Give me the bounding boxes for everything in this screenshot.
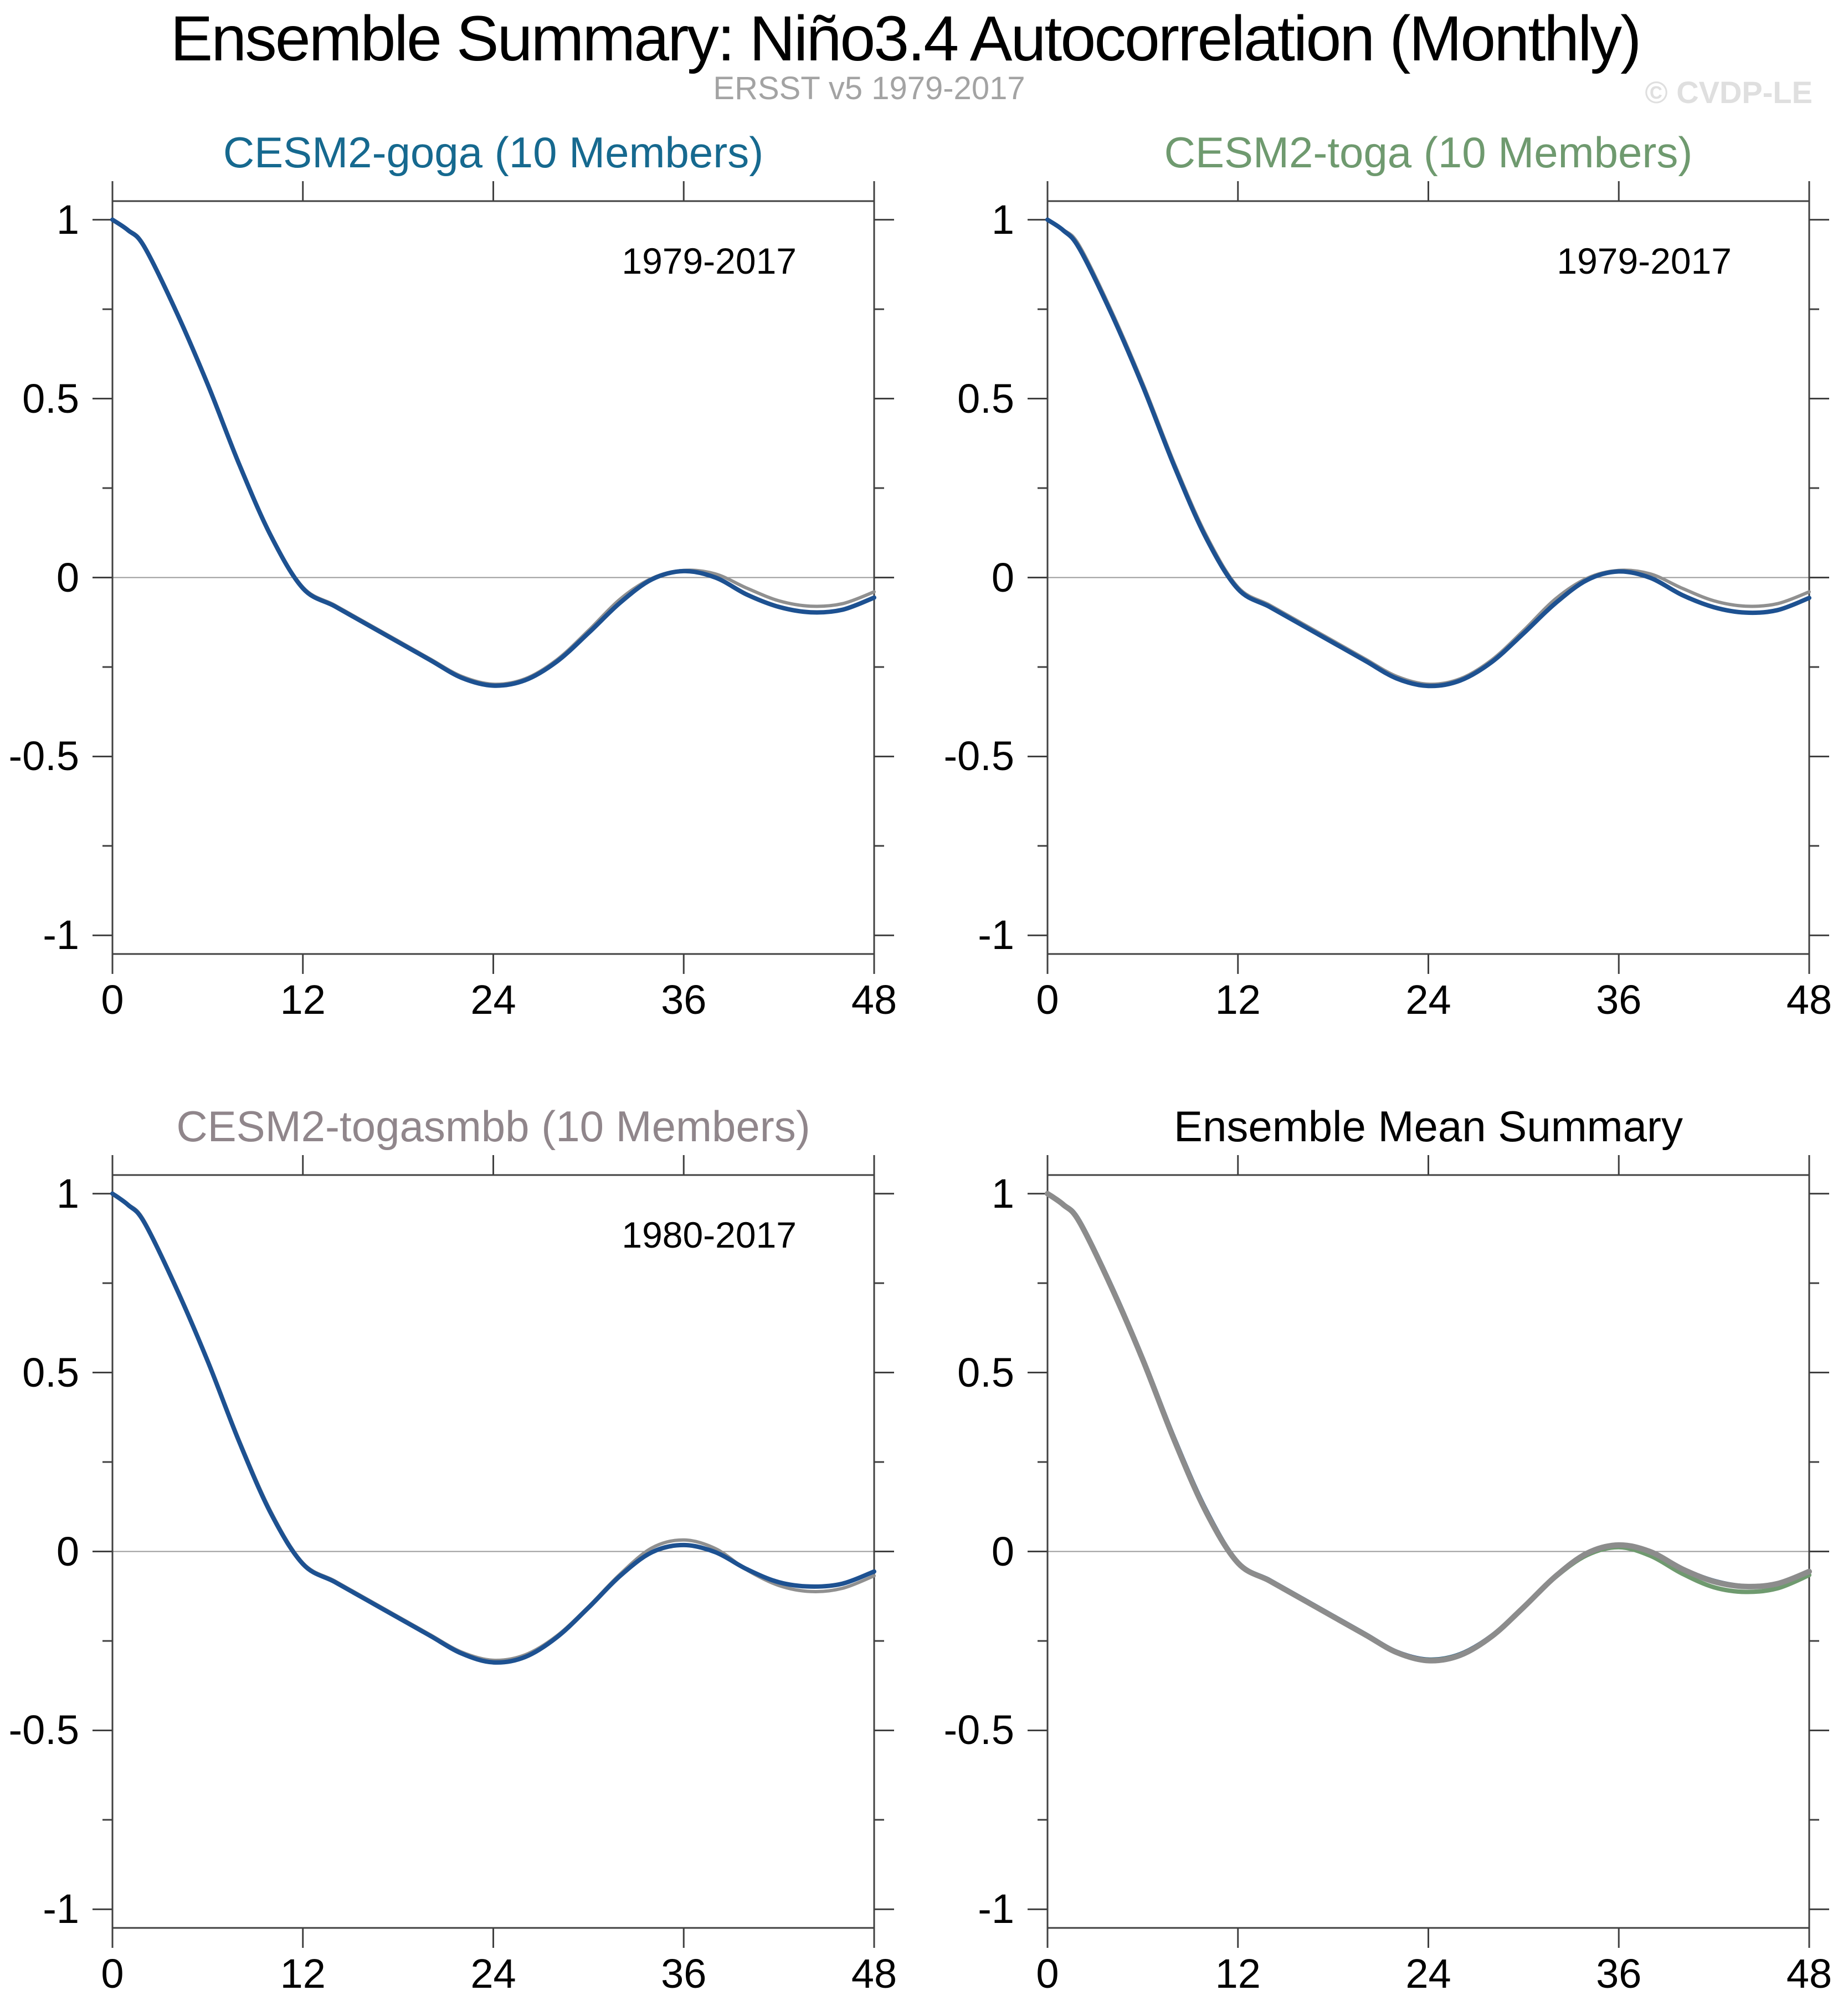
y-tick-label: 0 — [991, 554, 1014, 601]
panel-cesm2-goga: CESM2-goga (10 Members) 1979-2017 1 0.5 0-… — [8, 128, 897, 1020]
x-tick-label: 24 — [1405, 977, 1451, 1023]
y-tick-label: -0.5 — [8, 1707, 79, 1753]
y-tick-label: 1 — [56, 1170, 79, 1217]
page-title: Ensemble Summary: Niño3.4 Autocorrelatio… — [170, 3, 1642, 74]
curve-ersst-v5-observations — [111, 218, 876, 686]
x-tick-label: 0 — [101, 1951, 124, 1997]
x-tick-label: 48 — [1786, 1951, 1832, 1997]
period-label: 1980-2017 — [622, 1214, 797, 1255]
y-tick-label: 1 — [991, 1170, 1014, 1217]
curve-cesm2-goga — [1045, 1191, 1811, 1662]
curve-cesm2-goga-ensemble-mean — [110, 217, 876, 688]
y-tick-label: 1 — [991, 196, 1014, 243]
plot-area — [93, 181, 894, 974]
y-tick-label: -0.5 — [8, 733, 79, 779]
panel-cesm2-togasmbb: CESM2-togasmbb (10 Members) 1980-2017 1 0… — [8, 1102, 897, 1994]
x-tick-label: 12 — [280, 977, 326, 1023]
x-tick-label: 12 — [1215, 1951, 1261, 1997]
x-tick-label: 36 — [1596, 977, 1642, 1023]
curve-cesm2-togasmbb — [1045, 1191, 1812, 1664]
curve-cesm2-toga — [1045, 1191, 1811, 1663]
x-tick-label: 0 — [1036, 1951, 1059, 1997]
x-tick-label: 36 — [661, 977, 707, 1023]
x-tick-label: 48 — [851, 1951, 897, 1997]
x-tick-label: 48 — [1786, 977, 1832, 1023]
period-label: 1979-2017 — [1557, 240, 1732, 281]
curve-ersst-v5-observations — [1046, 218, 1811, 686]
y-tick-label: -1 — [978, 1886, 1014, 1932]
panel-title: CESM2-goga (10 Members) — [223, 128, 764, 177]
x-tick-label: 12 — [280, 1951, 326, 1997]
y-tick-label: 1 — [56, 196, 79, 243]
y-tick-label: -1 — [43, 912, 79, 958]
y-tick-label: -1 — [43, 1886, 79, 1932]
x-tick-label: 36 — [1596, 1951, 1642, 1997]
y-tick-label: -0.5 — [943, 1707, 1014, 1753]
x-tick-label: 24 — [470, 977, 516, 1023]
watermark-cvdp-le: © CVDP-LE — [1645, 75, 1813, 110]
y-tick-label: 0.5 — [957, 375, 1014, 422]
x-tick-label: 24 — [470, 1951, 516, 1997]
x-tick-label: 0 — [101, 977, 124, 1023]
x-tick-label: 48 — [851, 977, 897, 1023]
y-tick-label: 0 — [991, 1528, 1014, 1574]
y-tick-label: -1 — [978, 912, 1014, 958]
x-tick-label: 0 — [1036, 977, 1059, 1023]
y-tick-label: 0.5 — [22, 1349, 79, 1396]
x-tick-label: 12 — [1215, 977, 1261, 1023]
y-tick-label: -0.5 — [943, 733, 1014, 779]
panel-title: CESM2-togasmbb (10 Members) — [176, 1102, 810, 1151]
y-tick-label: 0.5 — [957, 1349, 1014, 1396]
period-label: 1979-2017 — [622, 240, 797, 281]
curve-cesm2-togasmbb-ensemble-mean — [110, 1191, 876, 1665]
page-subtitle: ERSST v5 1979-2017 — [713, 70, 1025, 106]
panel-title: CESM2-toga (10 Members) — [1164, 128, 1693, 177]
plot-area — [1028, 1155, 1829, 1948]
curve-ersst-v5-observations — [111, 1192, 876, 1663]
y-tick-label: 0.5 — [22, 375, 79, 422]
panel-ensemble-mean-summary: Ensemble Mean Summary 1 0.5 0 -0.5 -1 0 12 24 36… — [943, 1102, 1832, 1994]
curve-cesm2-toga-ensemble-mean — [1045, 217, 1811, 689]
plot-area — [1028, 181, 1829, 974]
plot-area — [93, 1155, 894, 1948]
panel-title: Ensemble Mean Summary — [1173, 1102, 1683, 1151]
y-tick-label: 0 — [56, 554, 79, 601]
y-tick-label: 0 — [56, 1528, 79, 1574]
panel-cesm2-toga: CESM2-toga (10 Members) 1979-2017 1 0.5 0-… — [943, 128, 1832, 1020]
x-tick-label: 24 — [1405, 1951, 1451, 1997]
x-tick-label: 36 — [661, 1951, 707, 1997]
